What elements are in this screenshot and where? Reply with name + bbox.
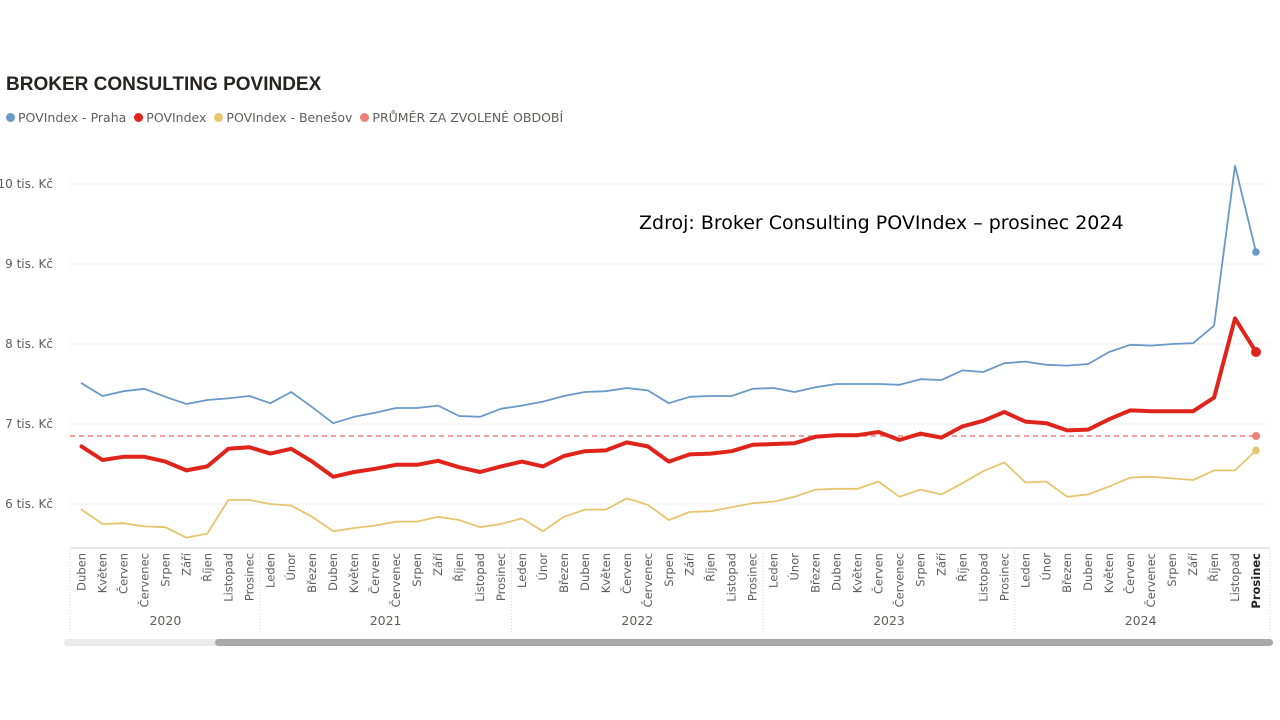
x-tick-label: Srpen [410,553,424,587]
y-axis: 6 tis. Kč 7 tis. Kč 8 tis. Kč 9 tis. Kč 10 t… [0,177,53,511]
x-tick-label: Duben [75,553,89,591]
year-label: 2023 [873,613,905,628]
series-line-2[interactable] [80,449,1257,539]
legend-item-povindex[interactable]: POVIndex [134,110,206,125]
legend-dot-povindex-icon [134,113,144,122]
x-tick-label: Červenec [891,553,906,607]
scrollbar-thumb[interactable] [215,639,1273,646]
x-tick-label: Říjen [954,553,969,582]
series-layer [79,164,1261,539]
y-tick-label: 10 tis. Kč [0,177,53,191]
year-label: 2022 [621,613,653,628]
legend-dot-benesov-icon [214,113,224,122]
x-tick-label: Prosinec [494,553,508,601]
x-tick-label: Únor [283,553,298,581]
x-tick-label: Srpen [662,553,676,587]
x-tick-label: Květen [95,553,109,593]
x-tick-label: Listopad [725,553,739,602]
year-label: 2024 [1125,613,1157,628]
x-tick-label: Květen [599,553,613,593]
x-tick-label: Leden [515,553,529,588]
x-tick-label: Březen [809,553,823,593]
average-end-point[interactable] [1252,432,1260,440]
x-tick-label: Listopad [1228,553,1242,602]
series-end-point-1[interactable] [1251,347,1261,357]
x-tick-label: Září [431,552,445,576]
chart-title: BROKER CONSULTING POVINDEX [6,74,322,95]
legend-item-praha[interactable]: POVIndex - Praha [6,110,126,125]
x-tick-label: Červen [367,553,382,594]
x-tick-label: Červen [619,553,634,594]
x-tick-label: Červenec [388,553,403,607]
x-tick-label: Květen [1102,553,1116,593]
legend-item-average[interactable]: PRŮMĚR ZA ZVOLENÉ OBDOBÍ [360,110,563,125]
y-tick-label: 8 tis. Kč [5,337,53,351]
x-tick-label: Únor [535,553,550,581]
x-tick-label: Prosinec [746,553,760,601]
x-tick-label: Duben [326,553,340,591]
x-tick-label: Srpen [158,553,172,587]
x-tick-label: Duben [830,553,844,591]
y-tick-label: 9 tis. Kč [5,257,53,271]
x-tick-label: Listopad [221,553,235,602]
average-line-layer [70,432,1260,440]
x-tick-label: Duben [578,553,592,591]
x-tick-label: Červenec [136,553,151,607]
legend-label-benesov: POVIndex - Benešov [226,110,353,125]
legend-label-praha: POVIndex - Praha [18,110,127,125]
x-tick-label: Listopad [473,553,487,602]
x-tick-label: Prosinec [997,553,1011,601]
legend-label-average: PRŮMĚR ZA ZVOLENÉ OBDOBÍ [372,110,564,125]
x-tick-label: Březen [1060,553,1074,593]
year-label: 2020 [149,613,181,628]
x-tick-label: Leden [1018,553,1032,588]
series-end-point-0[interactable] [1252,248,1260,256]
x-tick-label: Srpen [913,553,927,587]
x-tick-label: Srpen [1165,553,1179,587]
x-tick-label: Prosinec [242,553,256,601]
y-tick-label: 7 tis. Kč [5,417,53,431]
x-tick-label: Září [179,552,193,576]
x-tick-label: Červen [1122,553,1137,594]
legend: POVIndex - Praha POVIndex POVIndex - Ben… [6,110,563,125]
x-tick-label: Červenec [640,553,655,607]
x-tick-label: Květen [851,553,865,593]
x-tick-label: Září [683,552,697,576]
x-tick-label: Září [1186,552,1200,576]
legend-dot-praha-icon [6,113,15,122]
x-axis: Duben Květen Červen Červenec Srpen Září Říjen L… [69,547,1271,632]
x-tick-label: Únor [787,553,802,581]
x-tick-label: Červen [870,553,885,594]
y-tick-label: 6 tis. Kč [5,497,53,511]
x-tick-label: Září [934,552,948,576]
x-tick-label: Říjen [451,553,466,582]
x-tick-label: Červen [115,553,130,594]
x-tick-label: Říjen [703,553,718,582]
x-tick-label: Říjen [1206,553,1221,582]
legend-dot-average-icon [360,113,370,122]
year-label: 2021 [370,613,402,628]
source-note: Zdroj: Broker Consulting POVIndex – pros… [639,212,1124,234]
x-tick-label: Červenec [1143,553,1158,607]
x-tick-label: Duben [1081,553,1095,591]
series-end-point-2[interactable] [1252,446,1260,455]
series-line-1[interactable] [79,316,1258,479]
series-line-0[interactable] [80,164,1257,425]
x-tick-label: Březen [557,553,571,593]
x-tick-label: Prosinec [1249,553,1263,609]
x-tick-label: Březen [305,553,319,593]
x-tick-label: Únor [1038,553,1053,581]
x-tick-label: Leden [767,553,781,588]
legend-label-povindex: POVIndex [146,110,207,125]
x-tick-label: Květen [347,553,361,593]
x-tick-label: Leden [263,553,277,588]
x-tick-label: Říjen [199,553,214,582]
x-tick-label: Listopad [976,553,990,602]
legend-item-benesov[interactable]: POVIndex - Benešov [214,110,352,125]
horizontal-scrollbar[interactable] [64,639,1273,646]
